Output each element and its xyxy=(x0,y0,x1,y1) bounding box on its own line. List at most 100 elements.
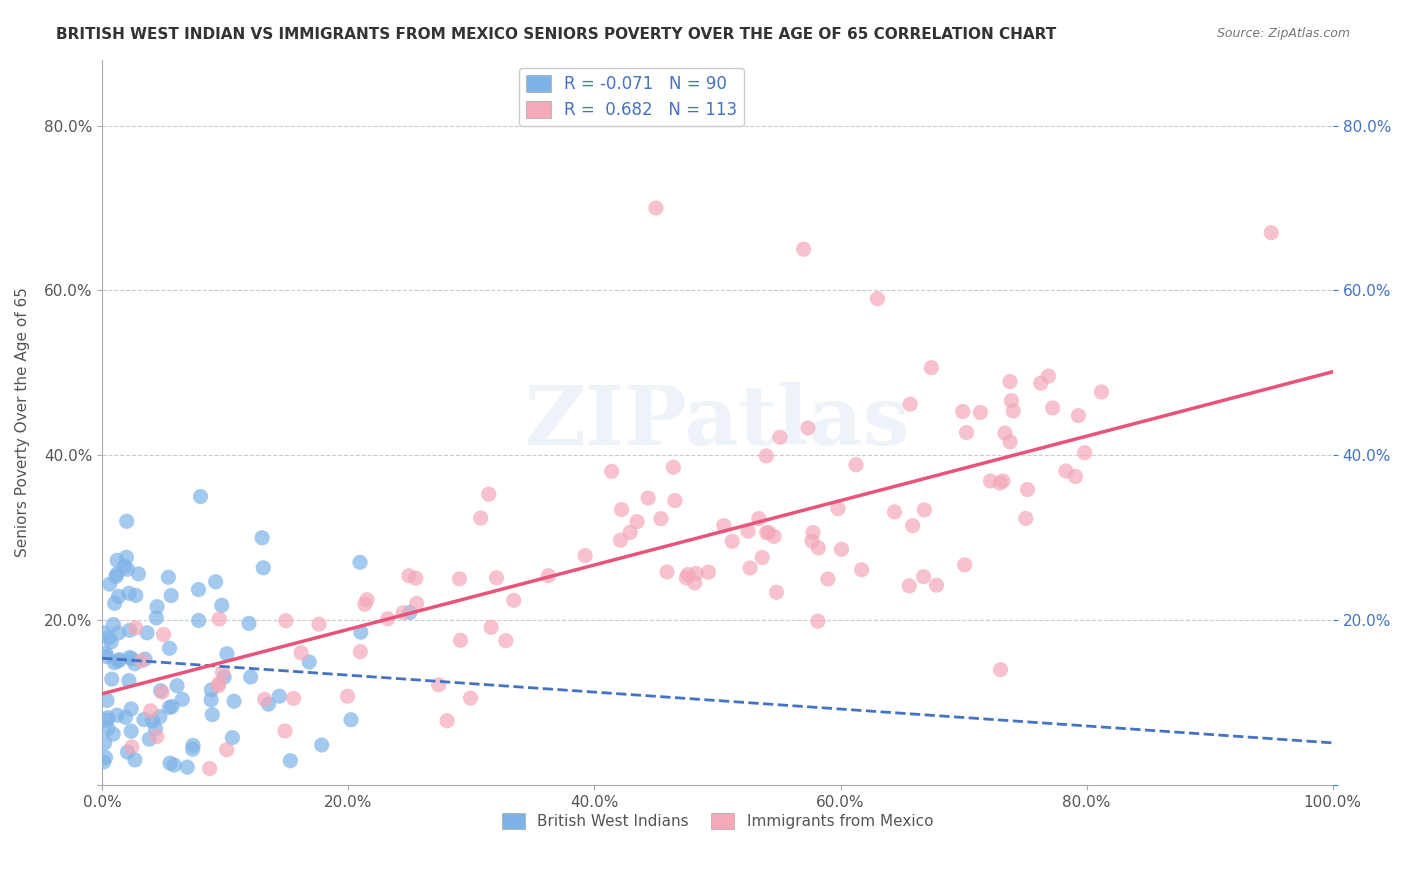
British West Indians xyxy=(239,670,262,684)
British West Indians xyxy=(96,649,118,664)
Immigrants from Mexico xyxy=(713,518,735,533)
Immigrants from Mexico xyxy=(610,502,633,516)
British West Indians xyxy=(107,654,129,668)
British West Indians xyxy=(117,745,139,759)
British West Indians xyxy=(100,635,122,649)
British West Indians xyxy=(134,652,156,666)
British West Indians xyxy=(204,574,226,589)
Immigrants from Mexico xyxy=(898,397,921,411)
Immigrants from Mexico xyxy=(751,550,773,565)
Immigrants from Mexico xyxy=(349,645,371,659)
Immigrants from Mexico xyxy=(807,614,830,628)
British West Indians xyxy=(159,756,181,771)
Immigrants from Mexico xyxy=(901,518,924,533)
British West Indians xyxy=(269,690,291,704)
British West Indians xyxy=(97,711,120,725)
Immigrants from Mexico xyxy=(676,567,699,582)
Immigrants from Mexico xyxy=(485,571,508,585)
Immigrants from Mexico xyxy=(988,476,1011,491)
Immigrants from Mexico xyxy=(1260,226,1282,240)
British West Indians xyxy=(115,514,138,528)
British West Indians xyxy=(108,652,131,666)
Immigrants from Mexico xyxy=(377,612,399,626)
Immigrants from Mexico xyxy=(675,571,697,585)
Immigrants from Mexico xyxy=(353,597,375,611)
British West Indians xyxy=(398,606,420,620)
British West Indians xyxy=(157,700,180,714)
British West Indians xyxy=(93,736,115,750)
Immigrants from Mexico xyxy=(955,425,977,440)
Immigrants from Mexico xyxy=(650,512,672,526)
Immigrants from Mexico xyxy=(1015,511,1038,525)
British West Indians xyxy=(340,713,363,727)
British West Indians xyxy=(132,713,155,727)
Immigrants from Mexico xyxy=(274,614,297,628)
Immigrants from Mexico xyxy=(211,665,233,680)
British West Indians xyxy=(146,599,169,614)
Immigrants from Mexico xyxy=(866,292,889,306)
British West Indians xyxy=(200,682,222,697)
British West Indians xyxy=(96,693,118,707)
Immigrants from Mexico xyxy=(925,578,948,592)
British West Indians xyxy=(114,710,136,724)
Immigrants from Mexico xyxy=(994,426,1017,441)
British West Indians xyxy=(124,753,146,767)
Immigrants from Mexico xyxy=(953,558,976,572)
Y-axis label: Seniors Poverty Over the Age of 65: Seniors Poverty Over the Age of 65 xyxy=(15,287,30,558)
Immigrants from Mexico xyxy=(574,549,596,563)
British West Indians xyxy=(215,647,238,661)
British West Indians xyxy=(98,577,121,591)
Immigrants from Mexico xyxy=(952,404,974,418)
Immigrants from Mexico xyxy=(991,474,1014,488)
Immigrants from Mexico xyxy=(121,739,143,754)
British West Indians xyxy=(112,559,135,574)
British West Indians xyxy=(138,732,160,747)
British West Indians xyxy=(104,569,127,583)
British West Indians xyxy=(187,614,209,628)
British West Indians xyxy=(145,722,167,736)
British West Indians xyxy=(221,731,243,745)
Immigrants from Mexico xyxy=(150,685,173,699)
Immigrants from Mexico xyxy=(662,460,685,475)
British West Indians xyxy=(117,562,139,576)
Immigrants from Mexico xyxy=(769,430,792,444)
Immigrants from Mexico xyxy=(253,692,276,706)
Immigrants from Mexico xyxy=(405,571,427,585)
Immigrants from Mexico xyxy=(763,529,786,543)
Immigrants from Mexico xyxy=(755,449,778,463)
Immigrants from Mexico xyxy=(131,654,153,668)
Immigrants from Mexico xyxy=(198,762,221,776)
Immigrants from Mexico xyxy=(478,487,501,501)
British West Indians xyxy=(350,625,373,640)
Legend: British West Indians, Immigrants from Mexico: British West Indians, Immigrants from Me… xyxy=(496,807,939,836)
British West Indians xyxy=(172,692,194,706)
British West Indians xyxy=(181,739,204,753)
British West Indians xyxy=(105,553,128,567)
Immigrants from Mexico xyxy=(817,572,839,586)
British West Indians xyxy=(97,722,120,736)
British West Indians xyxy=(118,673,141,688)
Immigrants from Mexico xyxy=(664,493,686,508)
Immigrants from Mexico xyxy=(152,627,174,641)
British West Indians xyxy=(257,697,280,711)
Immigrants from Mexico xyxy=(883,505,905,519)
Immigrants from Mexico xyxy=(801,534,824,549)
Immigrants from Mexico xyxy=(758,525,780,540)
Immigrants from Mexico xyxy=(827,501,849,516)
Immigrants from Mexico xyxy=(738,561,761,575)
Immigrants from Mexico xyxy=(450,633,472,648)
British West Indians xyxy=(120,702,142,716)
Immigrants from Mexico xyxy=(990,663,1012,677)
Immigrants from Mexico xyxy=(920,360,942,375)
Immigrants from Mexico xyxy=(436,714,458,728)
Immigrants from Mexico xyxy=(830,542,852,557)
British West Indians xyxy=(104,596,127,610)
Text: Source: ZipAtlas.com: Source: ZipAtlas.com xyxy=(1216,27,1350,40)
British West Indians xyxy=(238,616,260,631)
Immigrants from Mexico xyxy=(1000,393,1022,408)
Immigrants from Mexico xyxy=(645,201,668,215)
Immigrants from Mexico xyxy=(609,533,631,548)
British West Indians xyxy=(222,694,245,708)
Immigrants from Mexico xyxy=(1054,464,1077,478)
Immigrants from Mexico xyxy=(685,566,707,581)
